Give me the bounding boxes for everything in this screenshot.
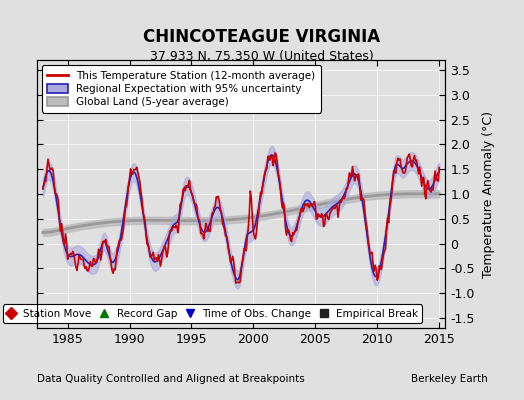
Text: Data Quality Controlled and Aligned at Breakpoints: Data Quality Controlled and Aligned at B… (37, 374, 304, 384)
Legend: Station Move, Record Gap, Time of Obs. Change, Empirical Break: Station Move, Record Gap, Time of Obs. C… (3, 304, 422, 323)
Text: CHINCOTEAGUE VIRGINIA: CHINCOTEAGUE VIRGINIA (144, 28, 380, 46)
Y-axis label: Temperature Anomaly (°C): Temperature Anomaly (°C) (482, 110, 495, 278)
Text: Berkeley Earth: Berkeley Earth (411, 374, 487, 384)
Text: 37.933 N, 75.350 W (United States): 37.933 N, 75.350 W (United States) (150, 50, 374, 63)
